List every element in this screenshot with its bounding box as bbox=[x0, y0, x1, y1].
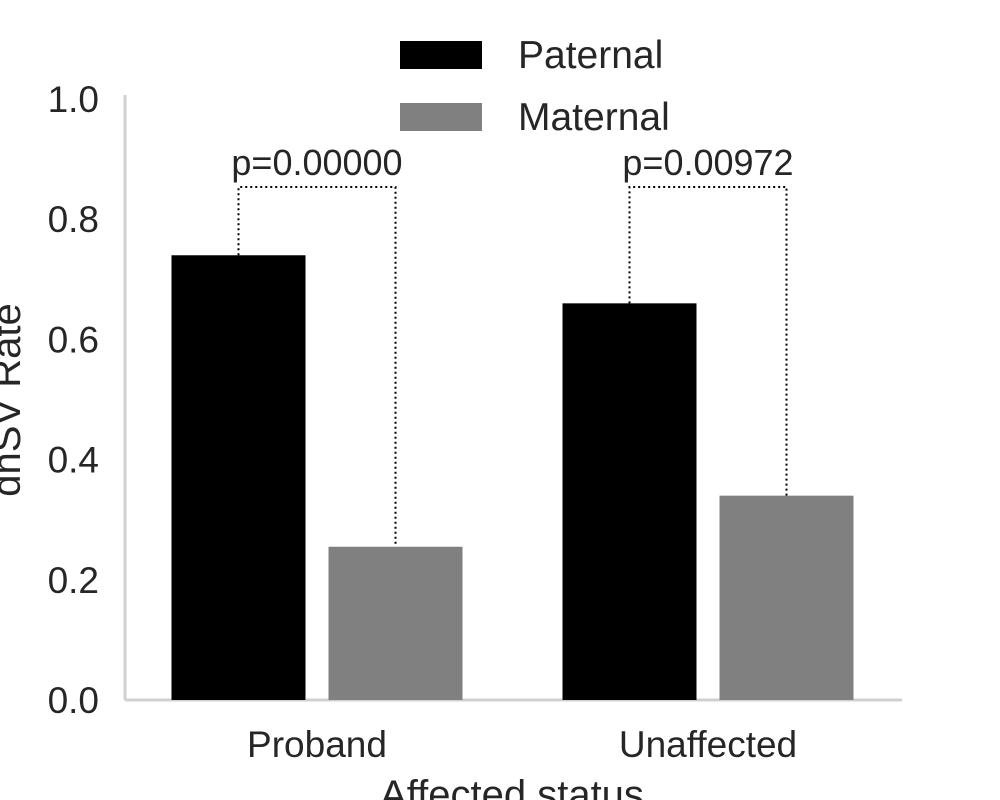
legend-label-maternal: Maternal bbox=[518, 96, 670, 139]
p-value-label: p=0.00000 bbox=[231, 142, 402, 183]
significance-annotations: p=0.00000 p=0.00972 bbox=[231, 142, 794, 547]
y-tick-label: 0.4 bbox=[48, 440, 99, 481]
x-tick-labels: Proband Unaffected bbox=[247, 724, 797, 765]
x-axis-title: Affected status bbox=[380, 773, 644, 800]
y-axis-title: dnSV Rate bbox=[0, 303, 29, 496]
legend-swatch-maternal bbox=[400, 103, 482, 131]
x-tick-label: Unaffected bbox=[619, 724, 797, 765]
y-tick-label: 0.6 bbox=[48, 319, 99, 360]
x-tick-label: Proband bbox=[247, 724, 387, 765]
bar-maternal-unaffected bbox=[719, 495, 854, 700]
y-tick-labels: 0.0 0.2 0.4 0.6 0.8 1.0 bbox=[48, 79, 99, 721]
y-tick-label: 0.2 bbox=[48, 560, 99, 601]
y-tick-label: 0.8 bbox=[48, 199, 99, 240]
bar-paternal-unaffected bbox=[562, 303, 697, 700]
y-tick-label: 0.0 bbox=[48, 680, 99, 721]
legend-swatch-paternal bbox=[400, 41, 482, 69]
bar-paternal-proband bbox=[171, 255, 306, 700]
p-value-label: p=0.00972 bbox=[622, 142, 793, 183]
significance-bracket bbox=[237, 186, 397, 547]
legend: Paternal Maternal bbox=[400, 34, 670, 139]
bars bbox=[171, 255, 854, 700]
y-tick-label: 1.0 bbox=[48, 79, 99, 120]
bar-maternal-proband bbox=[328, 546, 463, 700]
legend-label-paternal: Paternal bbox=[518, 34, 663, 77]
